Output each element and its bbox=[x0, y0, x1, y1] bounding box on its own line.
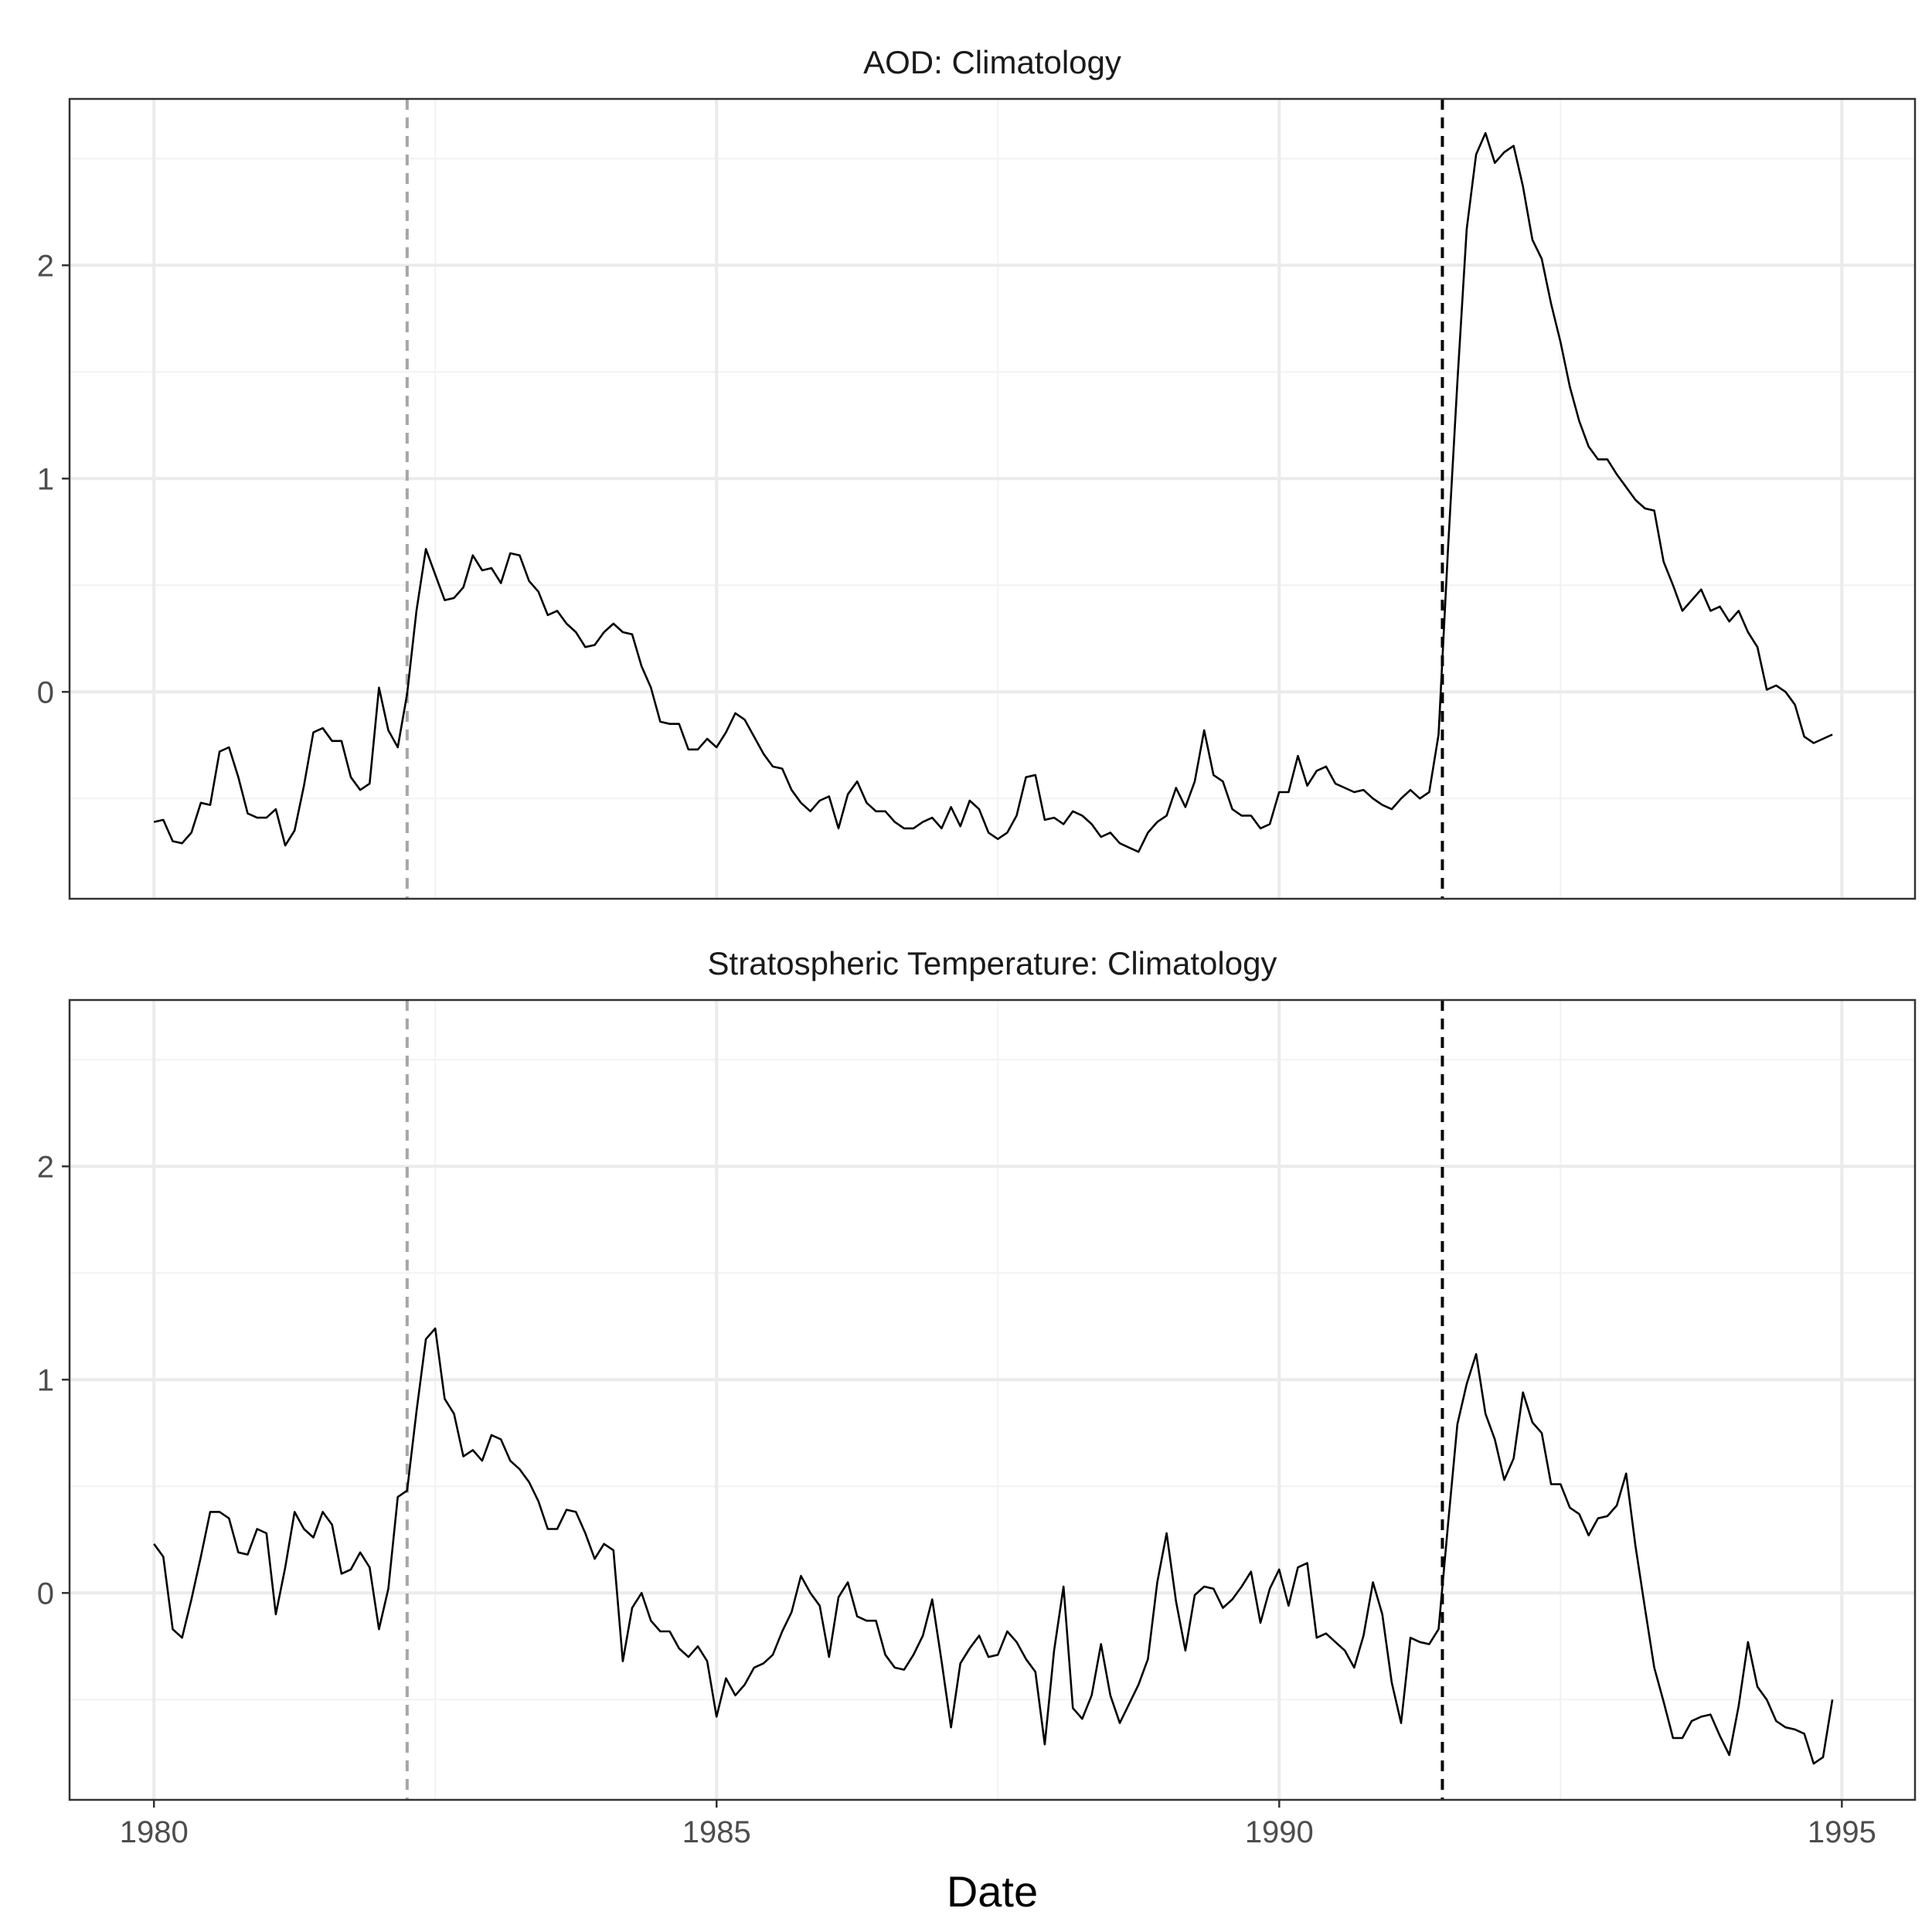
panel-title-aod: AOD: Climatology bbox=[863, 44, 1121, 80]
panel-stratospheric-temperature: Stratospheric Temperature: Climatology 0… bbox=[37, 945, 1917, 1801]
panel-aod: AOD: Climatology 0 1 2 bbox=[37, 44, 1917, 900]
x-tick-label: 1990 bbox=[1245, 1815, 1314, 1849]
event-lines bbox=[405, 1000, 1444, 1800]
y-tick-label: 2 bbox=[37, 249, 54, 283]
y-tick-label: 2 bbox=[37, 1150, 54, 1184]
y-tick-label: 1 bbox=[37, 462, 54, 496]
series-line-aod bbox=[153, 131, 1833, 853]
y-tick-label: 1 bbox=[37, 1363, 54, 1397]
y-tick-label: 0 bbox=[37, 1577, 54, 1611]
y-tick-label: 0 bbox=[37, 675, 54, 709]
x-axis-title: Date bbox=[947, 1867, 1038, 1916]
panel-border bbox=[68, 998, 1917, 1801]
x-tick-label: 1980 bbox=[120, 1815, 189, 1849]
panel-title-temperature: Stratospheric Temperature: Climatology bbox=[708, 945, 1277, 981]
x-tick-label: 1995 bbox=[1808, 1815, 1876, 1849]
event-lines bbox=[405, 99, 1444, 899]
panel-border bbox=[68, 97, 1917, 900]
x-tick-label: 1985 bbox=[682, 1815, 751, 1849]
y-axis-ticks: 0 1 2 bbox=[37, 249, 70, 709]
panel-background bbox=[70, 1000, 1915, 1800]
x-axis: 1980 1985 1990 1995 bbox=[120, 1800, 1876, 1849]
gridlines bbox=[70, 1000, 1915, 1800]
gridlines bbox=[70, 99, 1915, 899]
series-line-temperature bbox=[153, 1327, 1834, 1765]
panel-background bbox=[70, 99, 1915, 899]
y-axis-ticks: 0 1 2 bbox=[37, 1150, 70, 1611]
